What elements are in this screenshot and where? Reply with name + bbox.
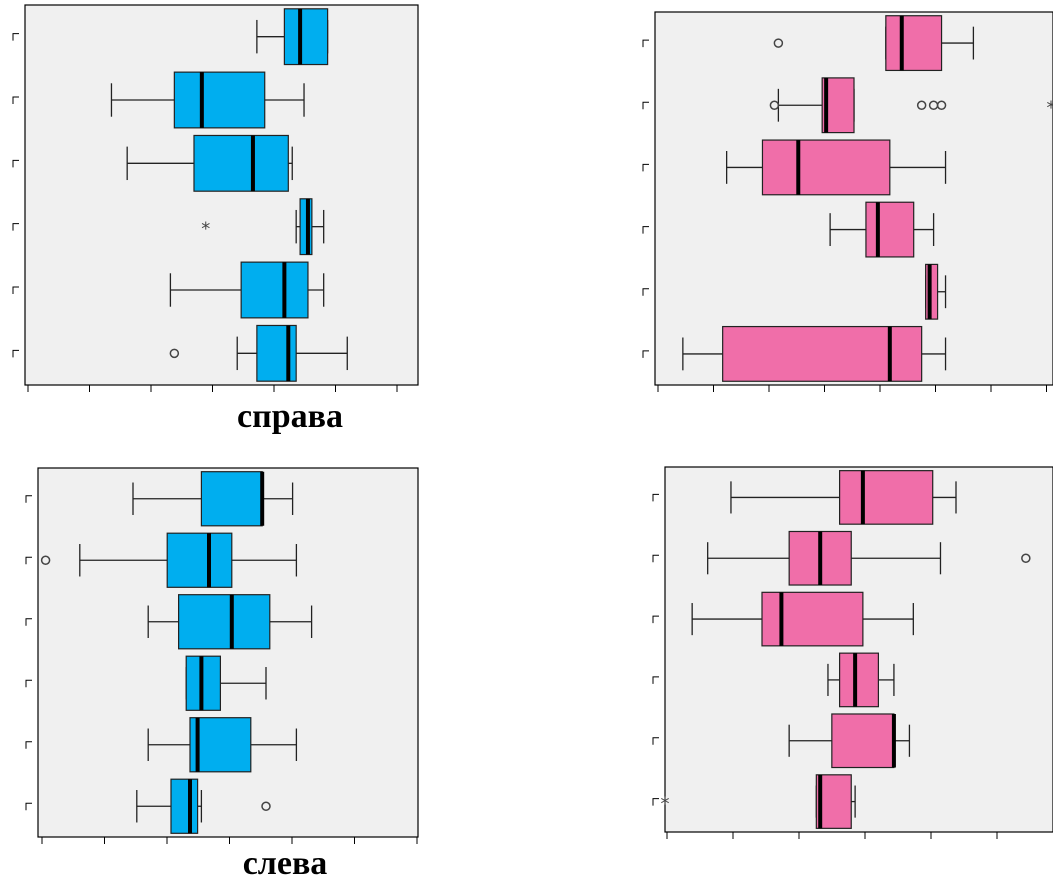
y-axis-tick <box>12 96 19 104</box>
y-axis-tick <box>642 288 649 296</box>
y-axis-tick <box>25 495 32 503</box>
y-axis-tick <box>12 286 19 294</box>
box <box>885 15 943 72</box>
box <box>178 594 271 650</box>
boxplot-top-right-svg: * <box>642 11 1053 392</box>
box <box>200 471 263 527</box>
outlier-point <box>169 348 180 359</box>
y-axis-tick <box>652 554 659 563</box>
box <box>865 201 915 258</box>
plot-area <box>654 11 1053 386</box>
boxplot-top-left-svg: * <box>12 4 419 392</box>
outlier-point <box>1021 553 1031 563</box>
outlier-point <box>916 100 927 110</box>
caption-bottom: слева <box>242 845 328 882</box>
y-axis-tick <box>12 159 19 168</box>
y-axis-tick <box>652 493 659 502</box>
y-axis-tick <box>25 741 32 749</box>
plot-area <box>37 467 419 838</box>
outlier-point <box>261 801 271 811</box>
box <box>831 713 895 769</box>
y-axis-tick <box>642 101 649 110</box>
y-axis-tick <box>652 737 659 745</box>
box <box>839 470 934 525</box>
boxplot-top-right: * <box>630 0 1053 405</box>
extreme-point: * <box>661 794 670 815</box>
y-axis-tick <box>652 798 659 806</box>
plot-area <box>24 4 419 386</box>
boxplot-bottom-left <box>0 462 425 857</box>
outlier-point <box>936 100 947 110</box>
boxplot-bottom-left-svg <box>25 467 419 844</box>
box <box>283 8 329 66</box>
outlier-point <box>40 555 51 565</box>
y-axis-tick <box>25 679 32 688</box>
y-axis-tick <box>25 802 32 811</box>
box <box>761 139 891 196</box>
y-axis-tick <box>642 226 649 234</box>
box <box>173 71 266 129</box>
outlier-point <box>773 38 784 48</box>
boxplot-top-left: * <box>0 0 425 405</box>
boxplot-bottom-right-svg: * <box>652 466 1053 839</box>
box <box>189 717 252 773</box>
y-axis-tick <box>25 618 32 626</box>
y-axis-tick <box>25 556 32 565</box>
box <box>761 591 864 647</box>
box <box>166 532 233 588</box>
outlier-point <box>769 100 780 110</box>
y-axis-tick <box>12 33 19 41</box>
y-axis-tick <box>652 676 659 684</box>
plot-area <box>664 466 1053 833</box>
box <box>170 778 199 834</box>
y-axis-tick <box>12 223 19 231</box>
y-axis-tick <box>652 615 659 624</box>
box <box>240 261 309 319</box>
extreme-point: * <box>1047 97 1053 118</box>
boxplot-bottom-right: * <box>630 455 1053 860</box>
box <box>193 134 289 192</box>
y-axis-tick <box>642 350 649 358</box>
y-axis-tick <box>642 39 649 48</box>
caption-top: справа <box>237 398 343 435</box>
y-axis-tick <box>12 349 19 358</box>
box <box>839 652 880 708</box>
extreme-point: * <box>201 219 210 240</box>
y-axis-tick <box>642 163 649 172</box>
